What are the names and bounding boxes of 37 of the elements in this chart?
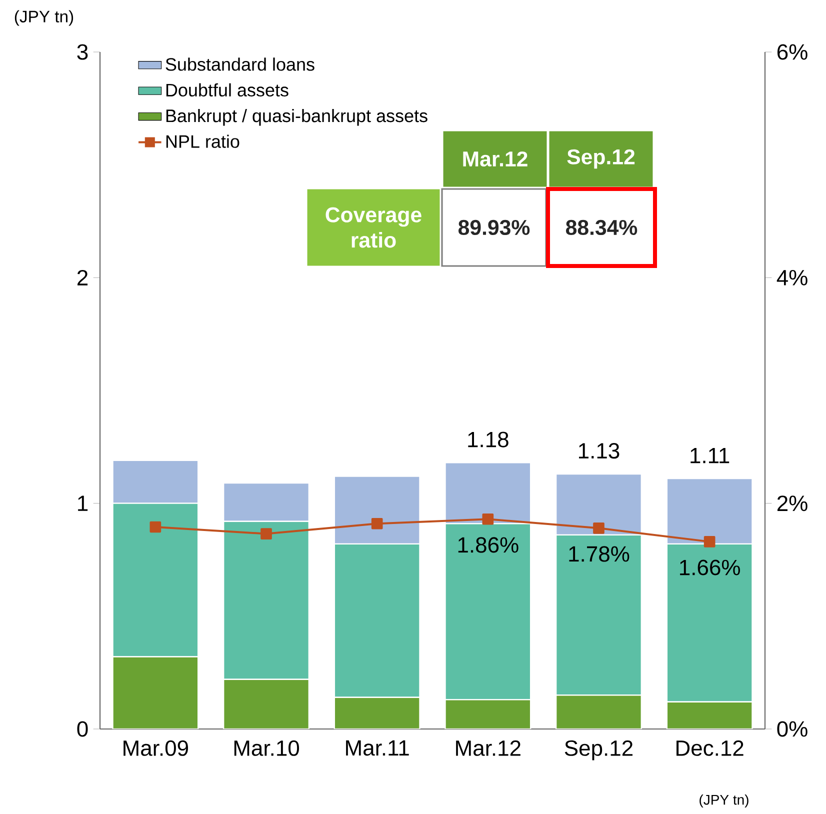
total-label: 1.18 <box>468 432 508 448</box>
y2-tick-label: 6% <box>777 44 808 60</box>
legend-label: Substandard loans <box>166 58 314 71</box>
annotation: Sep.12 <box>567 149 635 169</box>
bar <box>444 699 532 729</box>
x-tick-label: Mar.10 <box>234 740 300 756</box>
data-label: 1.78% <box>569 546 630 562</box>
bar <box>222 678 310 729</box>
data-label: 1.66% <box>680 560 740 576</box>
y2-tick-label: 0% <box>777 721 808 737</box>
y-tick-label: 3 <box>77 44 88 60</box>
y-tick-label: 1 <box>78 496 88 511</box>
annotation: Mar.12 <box>463 151 528 167</box>
y2-tick-label: 4% <box>776 270 808 286</box>
bar <box>112 656 199 729</box>
annotation: Coverage ratio <box>326 207 422 248</box>
x-tick-label: Dec.12 <box>676 740 744 756</box>
bar <box>334 696 420 729</box>
legend-label: Doubtful assets <box>166 83 288 97</box>
x-tick-label: Sep.12 <box>564 740 632 760</box>
x-tick-label: Mar.11 <box>346 740 409 756</box>
bar <box>555 694 642 729</box>
legend-label: NPL ratio <box>166 134 240 148</box>
x-tick-label: Mar.09 <box>124 740 188 756</box>
y-tick-label: 2 <box>78 270 88 286</box>
total-label: 1.13 <box>579 443 620 459</box>
y2-tick-label: 2% <box>777 496 808 512</box>
x-tick-label: Mar.12 <box>456 740 520 756</box>
y-tick-label: 0 <box>77 721 88 737</box>
annotation: 88.34% <box>566 220 638 236</box>
total-label: 1.11 <box>690 448 730 464</box>
bar <box>666 701 753 729</box>
text: (JPY tn) <box>700 794 748 808</box>
legend-label: Bankrupt / quasi-bankrupt assets <box>166 109 428 126</box>
annotation: 89.93% <box>458 220 530 236</box>
data-label: 1.86% <box>458 537 518 553</box>
y-axis-title: (JPY tn) <box>14 10 74 26</box>
